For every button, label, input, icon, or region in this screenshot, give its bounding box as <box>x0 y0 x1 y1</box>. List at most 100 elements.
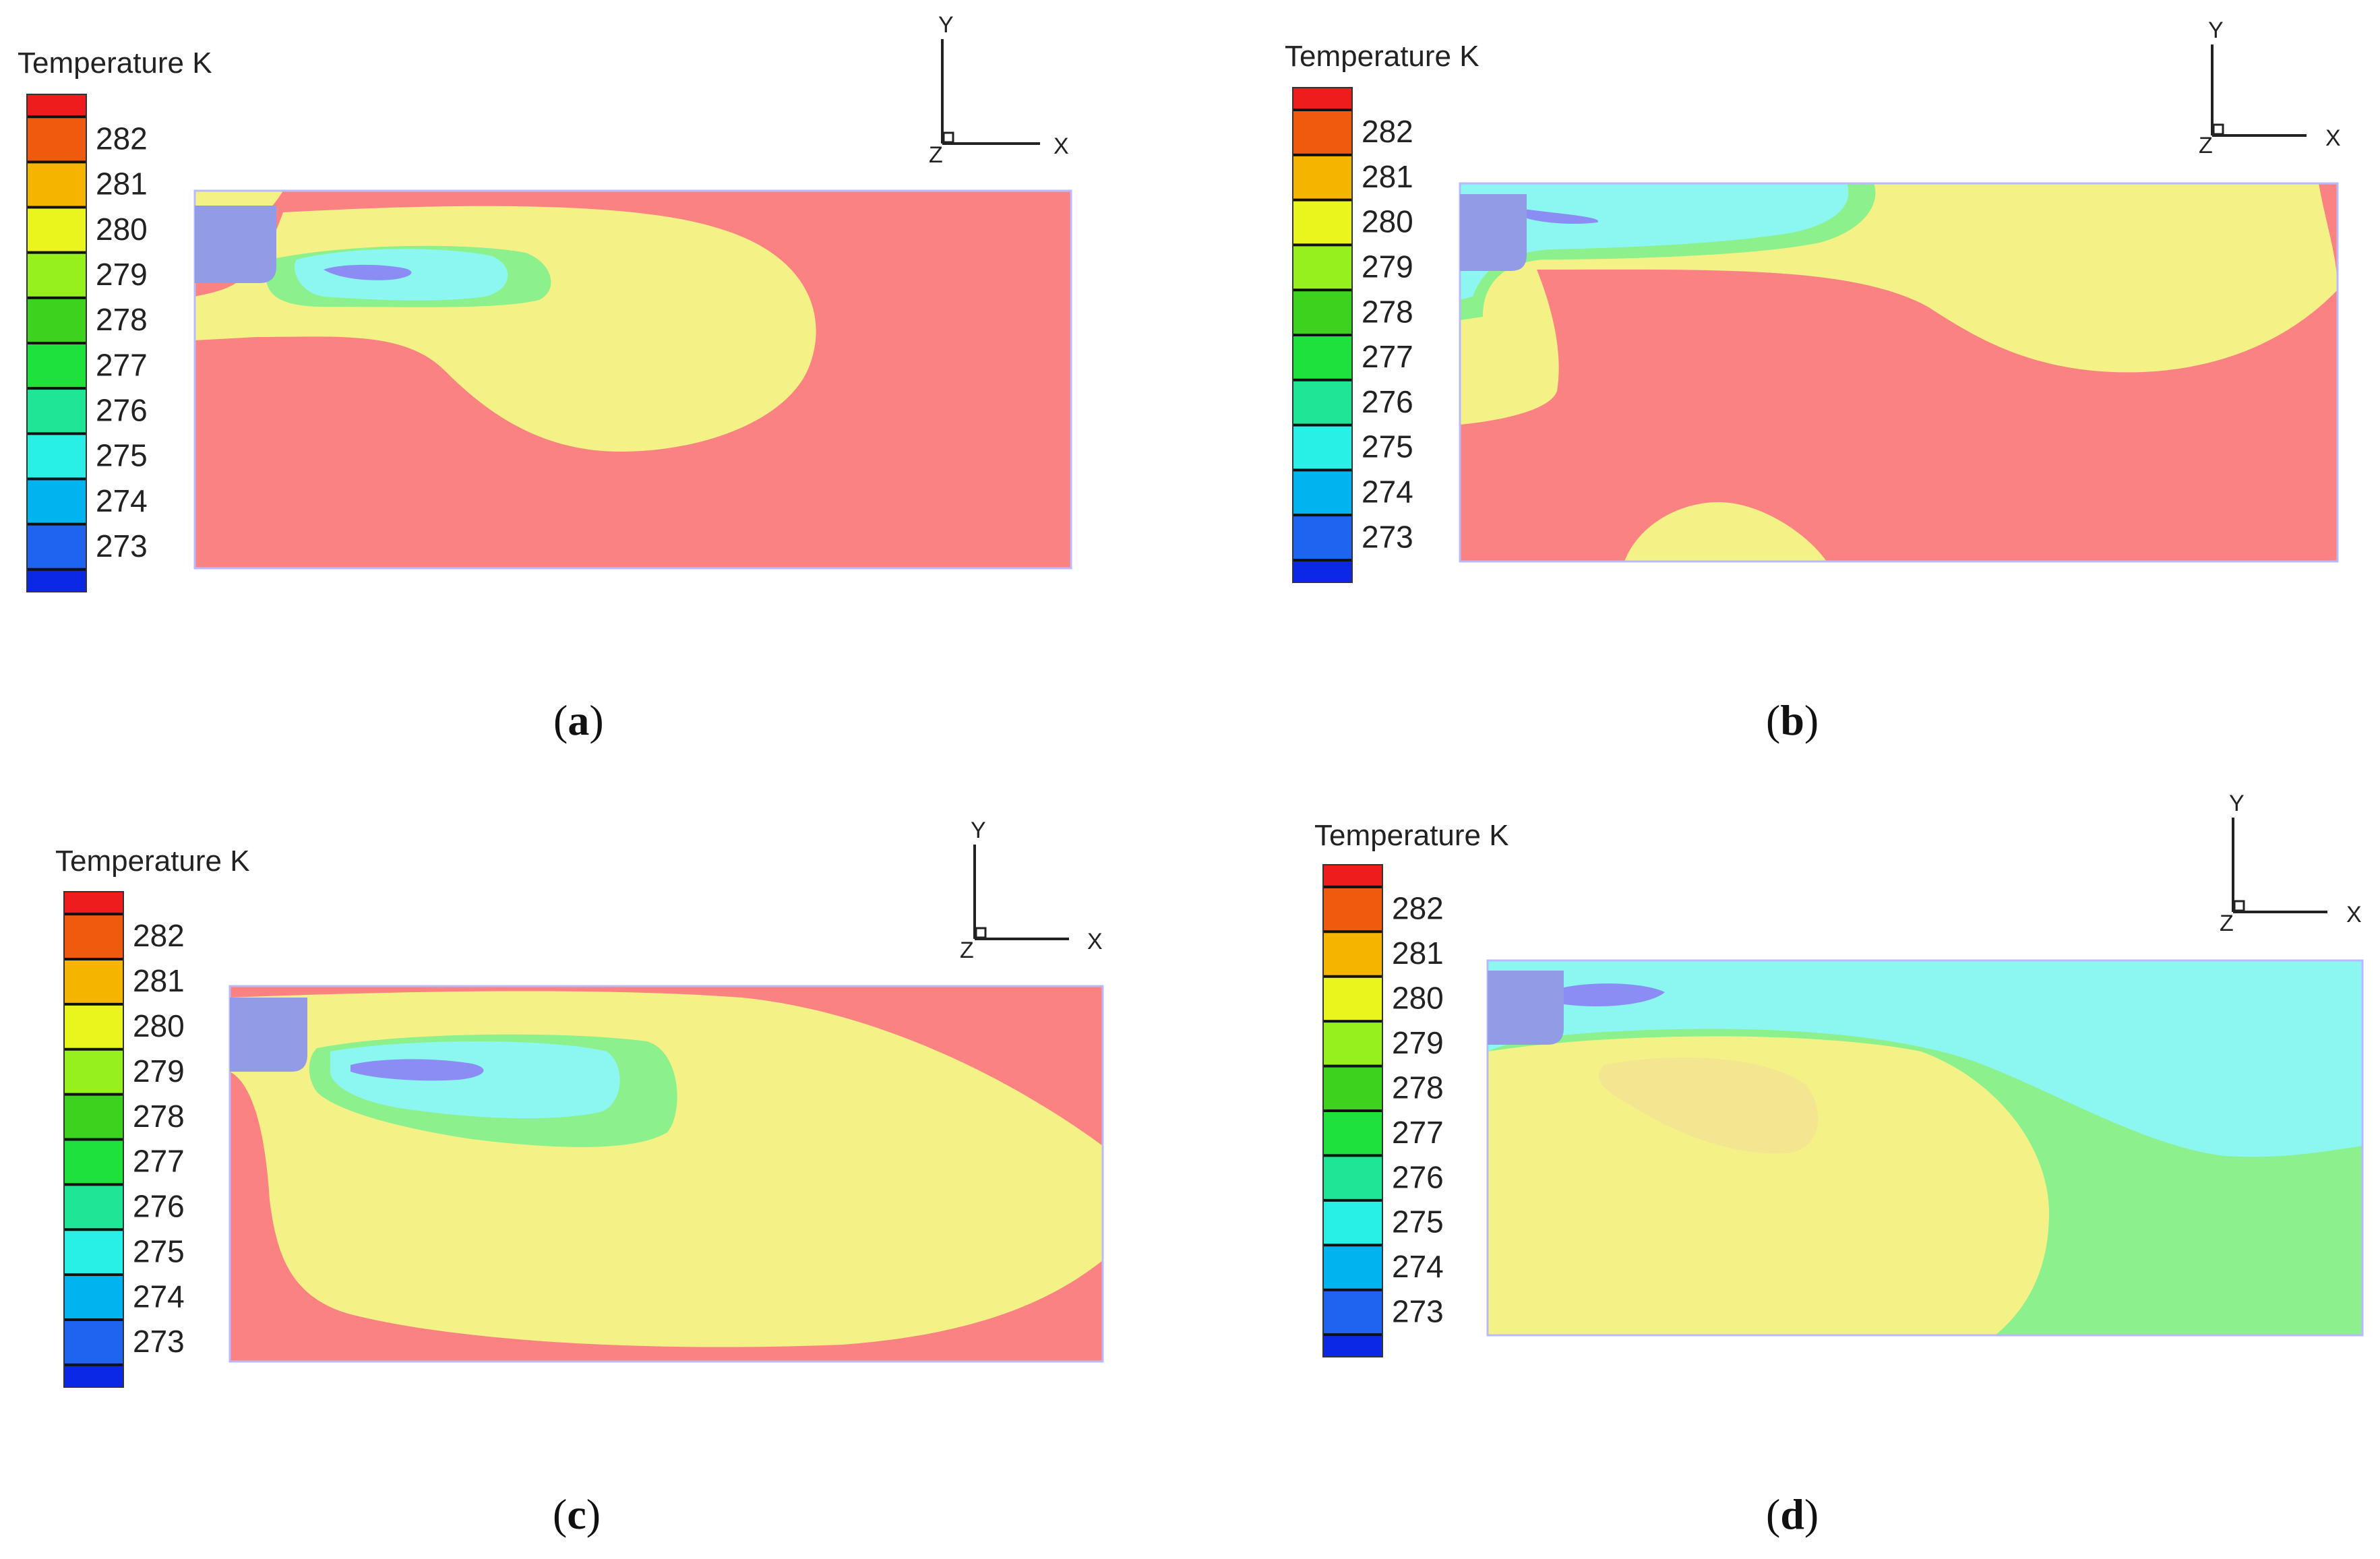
obstacle-block <box>1460 194 1527 271</box>
legend-swatch <box>1323 1335 1382 1357</box>
legend-swatch <box>1323 1245 1382 1290</box>
legend-swatch <box>27 297 86 343</box>
legend-tick-label: 281 <box>1392 936 1444 971</box>
legend-swatch <box>64 1229 123 1275</box>
legend-swatch <box>1293 515 1352 560</box>
contour-region-cold-core <box>1564 983 1665 1007</box>
legend-tick-label: 275 <box>1392 1204 1444 1240</box>
legend-tick-label: 277 <box>96 347 148 382</box>
legend-swatch <box>1293 335 1352 380</box>
panel-label: (a) <box>553 696 604 744</box>
legend-title: Temperature K <box>1314 819 1509 852</box>
panel-c: Temperature K 282 281 280 279 278 277 276 275 27… <box>55 818 1104 1538</box>
legend-tick-label: 281 <box>96 166 148 202</box>
contour-region-yellow-left <box>1460 270 1559 425</box>
panel-label: (d) <box>1766 1490 1819 1538</box>
domain-border <box>1486 959 2364 1337</box>
contour-plot <box>1488 960 2362 1335</box>
axis-triad: Y X Z <box>929 12 1069 168</box>
legend-tick-label: 280 <box>1362 204 1413 239</box>
legend-swatch <box>27 207 86 253</box>
legend-tick-label: 278 <box>1362 294 1413 329</box>
legend-tick-label: 280 <box>1392 981 1444 1016</box>
legend-title: Temperature K <box>1285 40 1479 73</box>
legend-swatch <box>27 569 86 592</box>
legend-swatch <box>1293 290 1352 335</box>
legend-swatch <box>64 1275 123 1320</box>
contour-region-cyan <box>1460 183 1849 300</box>
legend-swatch <box>1323 1155 1382 1200</box>
origin-box <box>2212 123 2224 135</box>
contour-plot <box>230 986 1103 1362</box>
origin-box <box>975 927 987 939</box>
legend-tick-label: 273 <box>1362 519 1413 554</box>
legend-tick-label: 281 <box>1362 159 1413 194</box>
legend-tick-label: 273 <box>1392 1294 1444 1329</box>
contour-region-cold-core <box>350 1059 484 1081</box>
legend-swatch <box>64 1139 123 1185</box>
legend-swatch <box>1323 886 1382 932</box>
legend-swatch <box>64 1184 123 1230</box>
legend-swatch <box>27 94 86 117</box>
x-axis-label: X <box>1087 929 1103 954</box>
legend-tick-label: 278 <box>1392 1070 1444 1105</box>
legend-swatch <box>64 1004 123 1049</box>
legend-tick-label: 279 <box>1392 1025 1444 1060</box>
legend-title: Temperature K <box>55 845 250 878</box>
legend-swatch <box>27 343 86 389</box>
legend-tick-label: 276 <box>1392 1159 1444 1194</box>
legend-tick-label: 279 <box>1362 249 1413 284</box>
legend-tick-label: 274 <box>1392 1249 1444 1284</box>
obstacle-block <box>1488 971 1564 1045</box>
x-axis-label: X <box>2325 125 2341 151</box>
contour-region-cyan <box>1488 960 2362 1157</box>
legend-swatch <box>1293 154 1352 200</box>
legend-swatch <box>1323 976 1382 1022</box>
legend-swatch <box>1323 865 1382 887</box>
legend-title: Temperature K <box>18 47 212 80</box>
domain-border <box>1459 182 2339 563</box>
legend-tick-label: 281 <box>133 963 185 998</box>
legend-swatch <box>1323 1111 1382 1156</box>
legend-tick-label: 278 <box>133 1099 185 1134</box>
legend-swatch <box>1293 88 1352 111</box>
legend-tick-label: 277 <box>1362 339 1413 374</box>
y-axis-label: Y <box>2229 791 2245 816</box>
legend-swatch <box>1293 110 1352 155</box>
contour-plot <box>195 191 1071 568</box>
legend-swatch <box>64 1094 123 1140</box>
legend-swatch <box>1323 1066 1382 1111</box>
legend-swatch <box>1323 1021 1382 1066</box>
domain-border <box>228 985 1104 1363</box>
legend-tick-label: 280 <box>133 1008 185 1043</box>
legend-tick-label: 276 <box>1362 384 1413 419</box>
legend-swatch <box>1293 425 1352 470</box>
legend-tick-label: 275 <box>1362 429 1413 464</box>
legend-swatch <box>27 162 86 208</box>
legend-tick-label: 279 <box>133 1053 185 1089</box>
y-axis-label: Y <box>2208 18 2224 43</box>
legend-swatch <box>1323 931 1382 977</box>
axis-triad: Y X Z <box>960 818 1103 963</box>
legend-frame <box>63 891 124 1388</box>
legend-swatch <box>64 1364 123 1387</box>
legend-swatch <box>64 958 123 1004</box>
legend-swatch <box>27 433 86 479</box>
legend-tick-label: 282 <box>96 121 148 156</box>
origin-box <box>2233 900 2245 912</box>
legend-frame <box>1292 87 1353 583</box>
z-axis-label: Z <box>2199 133 2213 158</box>
legend-tick-label: 282 <box>1362 114 1413 149</box>
legend-tick-label: 280 <box>96 212 148 247</box>
panel-label: (b) <box>1766 696 1819 744</box>
color-legend: 282 281 280 279 278 277 276 275 274 273 <box>63 891 185 1388</box>
origin-box <box>942 131 954 144</box>
x-axis-label: X <box>2346 902 2362 927</box>
z-axis-label: Z <box>929 142 943 168</box>
legend-swatch <box>27 479 86 524</box>
legend-swatch <box>64 892 123 915</box>
legend-tick-label: 276 <box>133 1189 185 1224</box>
legend-swatch <box>1293 200 1352 245</box>
legend-tick-label: 282 <box>133 918 185 953</box>
legend-tick-label: 279 <box>96 257 148 292</box>
